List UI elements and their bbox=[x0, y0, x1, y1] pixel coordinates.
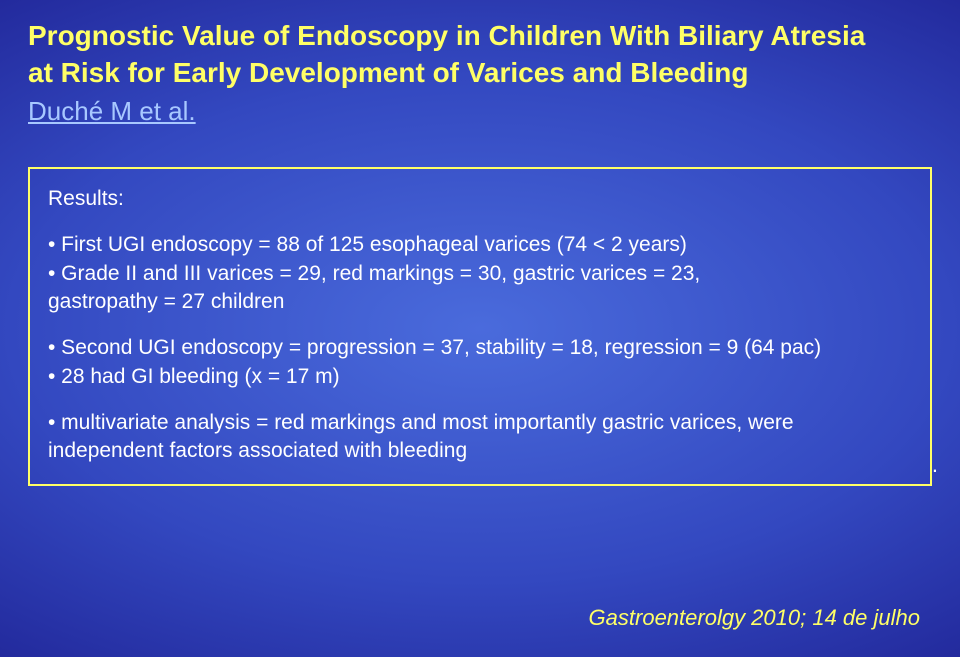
author-link[interactable]: Duché M et al. bbox=[28, 96, 932, 127]
bullet-line: • Second UGI endoscopy = progression = 3… bbox=[48, 334, 912, 362]
bullet-line: gastropathy = 27 children bbox=[48, 288, 912, 316]
bullet-block-1: • First UGI endoscopy = 88 of 125 esopha… bbox=[48, 231, 912, 316]
bullet-line: independent factors associated with blee… bbox=[48, 437, 912, 465]
bullet-line: • multivariate analysis = red markings a… bbox=[48, 409, 912, 437]
results-box: Results: • First UGI endoscopy = 88 of 1… bbox=[28, 167, 932, 486]
results-label: Results: bbox=[48, 185, 912, 213]
slide-title-line2: at Risk for Early Development of Varices… bbox=[28, 55, 932, 90]
bullet-line: • Grade II and III varices = 29, red mar… bbox=[48, 260, 912, 288]
bullet-block-3: • multivariate analysis = red markings a… bbox=[48, 409, 912, 466]
slide: Prognostic Value of Endoscopy in Childre… bbox=[0, 0, 960, 657]
bullet-line: • 28 had GI bleeding (x = 17 m) bbox=[48, 363, 912, 391]
slide-title-line1: Prognostic Value of Endoscopy in Childre… bbox=[28, 18, 932, 53]
bullet-block-2: • Second UGI endoscopy = progression = 3… bbox=[48, 334, 912, 391]
bullet-line: • First UGI endoscopy = 88 of 125 esopha… bbox=[48, 231, 912, 259]
citation: Gastroenterolgy 2010; 14 de julho bbox=[589, 605, 920, 631]
stray-dot: . bbox=[932, 452, 938, 478]
